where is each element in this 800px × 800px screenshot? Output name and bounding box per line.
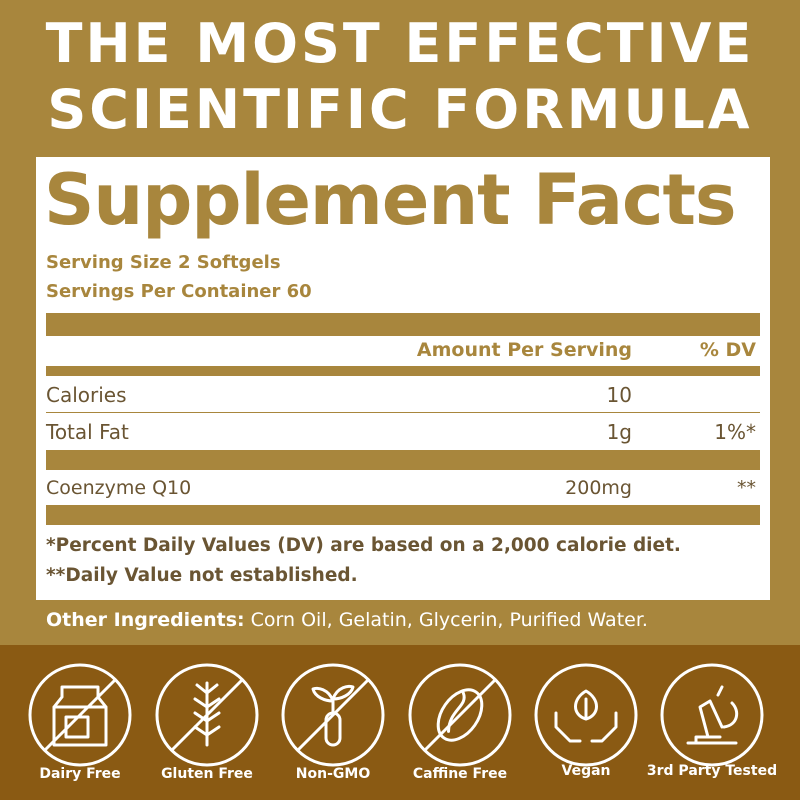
servings-per-container: Servings Per Container 60 (46, 281, 312, 302)
badge-label: Gluten Free (161, 766, 253, 782)
badge-icons (28, 663, 764, 767)
row-name: Coenzyme Q10 (46, 477, 192, 499)
row-dv: 1%* (714, 420, 756, 444)
badge-icon (660, 663, 764, 767)
badge-icon (28, 663, 132, 767)
headline: THE MOST EFFECTIVE (45, 12, 755, 75)
badge-label: Non-GMO (295, 766, 371, 782)
footnote: *Percent Daily Values (DV) are based on … (46, 535, 681, 556)
row-amount: 200mg (565, 477, 632, 499)
badge-label: Vegan (561, 763, 611, 779)
row-amount: 1g (606, 420, 632, 444)
row-name: Total Fat (46, 420, 129, 444)
badge-icon (155, 663, 259, 767)
headline: SCIENTIFIC FORMULA (47, 78, 753, 141)
divider (46, 313, 760, 336)
divider (46, 412, 760, 413)
column-header: Amount Per Serving (416, 339, 632, 361)
other-ingredients: Other Ingredients: Corn Oil, Gelatin, Gl… (46, 609, 648, 631)
row-name: Calories (46, 383, 127, 407)
badge-icon (408, 663, 512, 767)
row-dv: ** (737, 477, 756, 499)
badge-strip: Dairy Free Gluten Free Non-GMO Caffine F… (0, 645, 800, 800)
row-amount: 10 (606, 383, 632, 407)
badge-icon (534, 663, 638, 767)
other-ingredients-label: Other Ingredients: (46, 609, 245, 631)
badge-label: 3rd Party Tested (646, 763, 778, 779)
badge-icon (281, 663, 385, 767)
divider (46, 505, 760, 525)
badge-label: Caffine Free (412, 766, 508, 782)
facts-panel: Supplement Facts Serving Size 2 Softgels… (36, 157, 770, 600)
badge-label: Dairy Free (39, 766, 121, 782)
other-ingredients-text: Corn Oil, Gelatin, Glycerin, Purified Wa… (250, 609, 648, 631)
divider (46, 366, 760, 376)
serving-size: Serving Size 2 Softgels (46, 252, 281, 273)
footnote: **Daily Value not established. (46, 565, 358, 586)
facts-title: Supplement Facts (44, 159, 737, 241)
column-header: % DV (699, 339, 756, 361)
divider (46, 450, 760, 470)
